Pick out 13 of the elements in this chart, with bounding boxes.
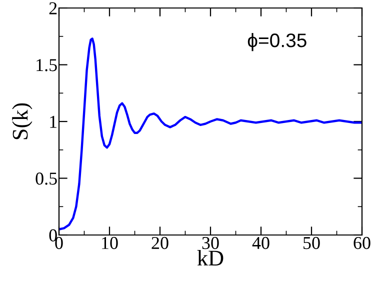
x-tick-label: 10 bbox=[102, 236, 118, 250]
x-tick-label: 30 bbox=[202, 236, 219, 250]
x-tick-label: 40 bbox=[252, 236, 270, 250]
y-axis-title: S(k) bbox=[12, 103, 32, 140]
x-tick-label: 50 bbox=[304, 236, 320, 250]
x-tick-label: 60 bbox=[354, 236, 370, 250]
y-tick-label: 1.5 bbox=[36, 59, 57, 72]
annotation: ϕ=0.35 bbox=[248, 32, 306, 52]
y-tick-label: 0.5 bbox=[36, 172, 57, 185]
y-tick-label: 1 bbox=[50, 116, 57, 128]
y-tick-label: 2 bbox=[49, 2, 57, 14]
x-axis-title: kD bbox=[197, 250, 224, 266]
x-tick-label: 20 bbox=[152, 236, 168, 250]
